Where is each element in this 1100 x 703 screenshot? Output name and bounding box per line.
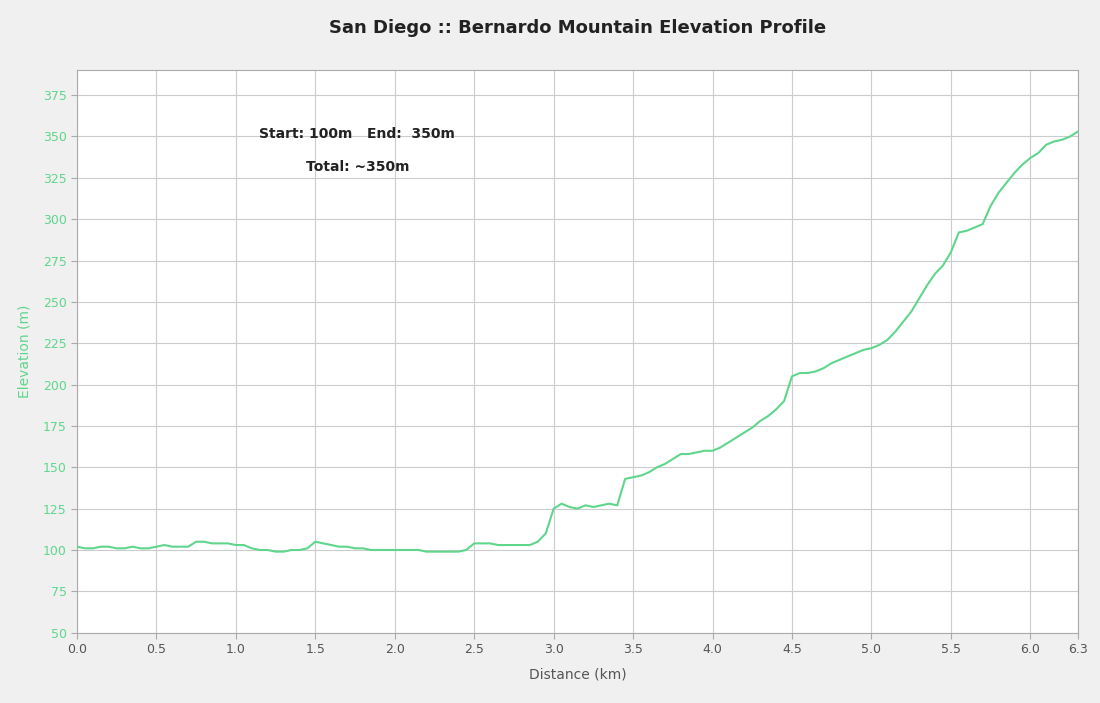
Text: San Diego :: Bernardo Mountain Elevation Profile: San Diego :: Bernardo Mountain Elevation… [329,18,826,37]
Text: Start: 100m   End:  350m: Start: 100m End: 350m [260,127,455,141]
Text: Total: ~350m: Total: ~350m [306,160,409,174]
Y-axis label: Elevation (m): Elevation (m) [18,305,32,398]
X-axis label: Distance (km): Distance (km) [529,667,626,681]
